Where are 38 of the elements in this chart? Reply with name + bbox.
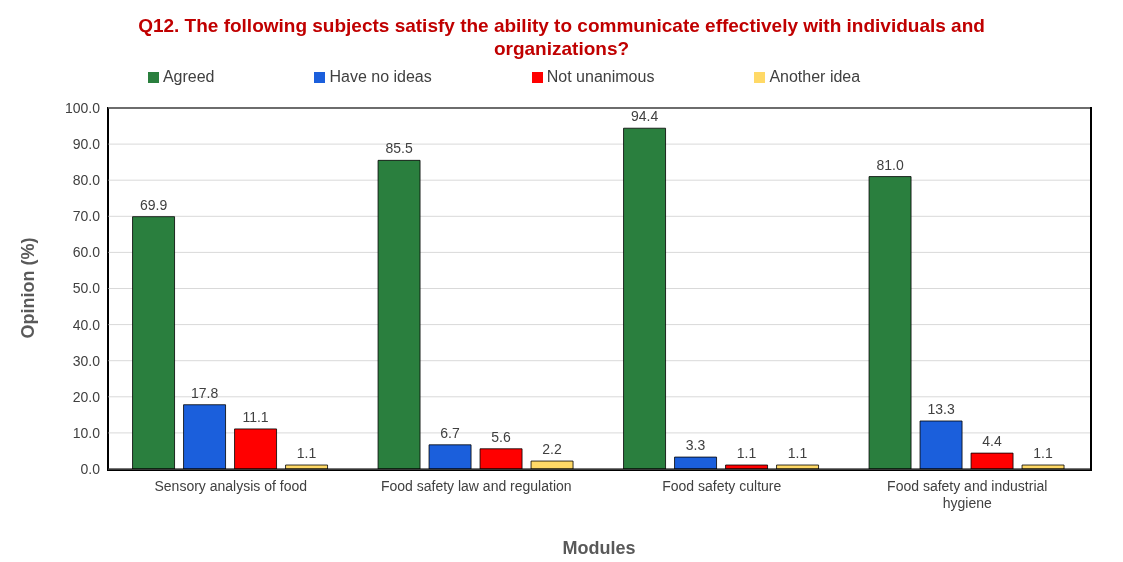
y-tick-label: 50.0 bbox=[72, 280, 101, 297]
data-label: 6.7 bbox=[440, 424, 460, 441]
x-tick-label: Sensory analysis of food bbox=[154, 478, 308, 494]
y-tick-label: 30.0 bbox=[72, 352, 101, 369]
x-tick-label: Food safety law and regulation bbox=[380, 478, 572, 494]
legend-label: Have no ideas bbox=[329, 68, 432, 85]
data-label: 11.1 bbox=[242, 408, 269, 425]
y-tick-label: 90.0 bbox=[72, 136, 101, 153]
data-label: 17.8 bbox=[190, 384, 219, 401]
data-label: 3.3 bbox=[685, 437, 706, 454]
y-tick-label: 80.0 bbox=[72, 172, 101, 189]
y-tick-label: 60.0 bbox=[72, 244, 101, 261]
data-label: 1.1 bbox=[296, 445, 317, 462]
data-label: 1.1 bbox=[736, 445, 757, 462]
legend-label: Agreed bbox=[162, 68, 215, 85]
data-label: 5.6 bbox=[491, 428, 511, 445]
y-tick-label: 70.0 bbox=[72, 208, 101, 225]
data-label: 1.1 bbox=[1033, 445, 1053, 462]
legend-label: Another idea bbox=[769, 68, 861, 85]
data-label: 13.3 bbox=[927, 400, 955, 417]
x-axis-title: Modules bbox=[562, 538, 636, 558]
y-tick-label: 20.0 bbox=[72, 388, 101, 405]
data-label: 69.9 bbox=[139, 196, 168, 213]
data-label: 1.1 bbox=[787, 445, 808, 462]
legend-label: Not unanimous bbox=[546, 68, 655, 85]
y-tick-label: 10.0 bbox=[72, 424, 101, 441]
y-tick-label: 0.0 bbox=[80, 460, 101, 477]
data-label: 81.0 bbox=[876, 156, 904, 173]
chart-title: Q12. The following subjects satisfy the ability to communicate effectively with individuals and organizations? bbox=[137, 14, 986, 61]
x-tick-label: Food safety and industrial hygiene bbox=[887, 478, 1048, 511]
y-axis-title: Opinion (%) bbox=[18, 237, 39, 339]
data-label: 2.2 bbox=[542, 441, 562, 458]
y-tick-label: 100.0 bbox=[64, 99, 101, 116]
data-label: 85.5 bbox=[385, 140, 413, 157]
x-tick-label: Food safety culture bbox=[662, 478, 782, 494]
data-label: 94.4 bbox=[630, 108, 659, 125]
y-tick-label: 40.0 bbox=[72, 316, 101, 333]
data-label: 4.4 bbox=[982, 433, 1002, 450]
